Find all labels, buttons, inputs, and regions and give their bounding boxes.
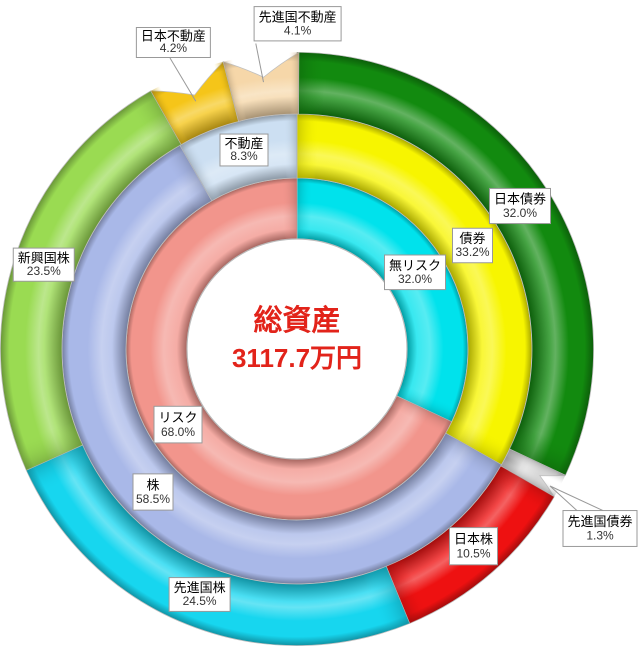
svg-text:先進国株: 先進国株 xyxy=(174,580,226,595)
svg-text:58.5%: 58.5% xyxy=(136,492,170,506)
svg-text:日本株: 日本株 xyxy=(454,532,493,547)
svg-text:先進国債券: 先進国債券 xyxy=(567,514,632,529)
svg-text:32.0%: 32.0% xyxy=(398,272,432,286)
svg-text:8.3%: 8.3% xyxy=(230,149,258,163)
svg-text:総資産: 総資産 xyxy=(253,304,340,337)
svg-text:4.2%: 4.2% xyxy=(160,41,188,55)
svg-text:1.3%: 1.3% xyxy=(586,529,614,543)
svg-text:株: 株 xyxy=(146,478,159,493)
svg-text:無リスク: 無リスク xyxy=(389,258,441,273)
svg-text:4.1%: 4.1% xyxy=(284,23,312,37)
svg-text:32.0%: 32.0% xyxy=(503,206,537,220)
svg-text:先進国不動産: 先進国不動産 xyxy=(259,9,337,24)
svg-text:日本債券: 日本債券 xyxy=(494,192,546,207)
svg-text:23.5%: 23.5% xyxy=(27,264,61,278)
svg-text:10.5%: 10.5% xyxy=(456,547,490,561)
svg-text:33.2%: 33.2% xyxy=(455,245,489,259)
svg-text:24.5%: 24.5% xyxy=(183,594,217,608)
svg-text:68.0%: 68.0% xyxy=(161,425,195,439)
svg-text:債券: 債券 xyxy=(459,231,485,246)
svg-text:リスク: リスク xyxy=(158,410,197,425)
svg-text:3117.7万円: 3117.7万円 xyxy=(232,343,362,373)
